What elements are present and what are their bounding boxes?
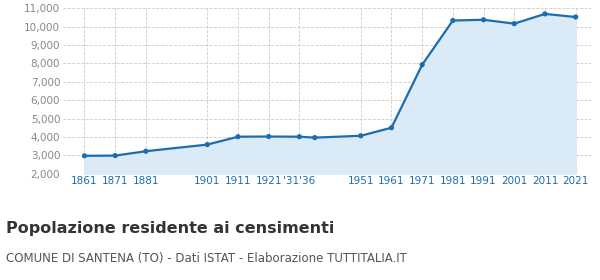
Point <box>479 18 488 22</box>
Point <box>356 134 365 138</box>
Point <box>540 12 550 16</box>
Point <box>448 18 458 23</box>
Point <box>233 134 243 139</box>
Point <box>386 125 396 130</box>
Text: COMUNE DI SANTENA (TO) - Dati ISTAT - Elaborazione TUTTITALIA.IT: COMUNE DI SANTENA (TO) - Dati ISTAT - El… <box>6 252 407 265</box>
Point <box>571 15 580 19</box>
Text: Popolazione residente ai censimenti: Popolazione residente ai censimenti <box>6 221 334 236</box>
Point <box>110 153 120 158</box>
Point <box>80 153 89 158</box>
Point <box>418 62 427 67</box>
Point <box>264 134 274 139</box>
Point <box>310 136 320 140</box>
Point <box>141 149 151 153</box>
Point <box>202 142 212 147</box>
Point <box>295 134 304 139</box>
Point <box>509 21 519 26</box>
